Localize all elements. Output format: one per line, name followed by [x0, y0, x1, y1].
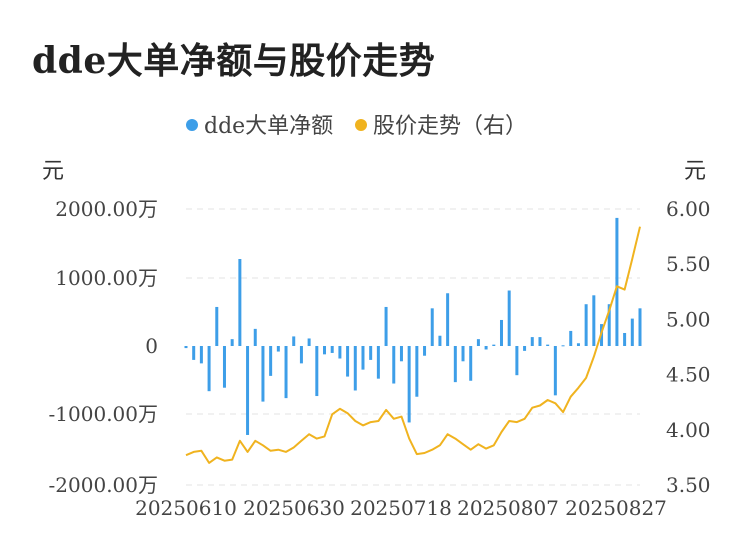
dde-bar: [469, 346, 473, 381]
dde-bar: [415, 346, 419, 397]
dde-bar: [230, 339, 234, 346]
left-axis-unit: 元: [42, 159, 64, 184]
dde-bar: [276, 346, 280, 352]
dde-bar: [523, 346, 527, 351]
chart-title: dde大单净额与股价走势: [32, 40, 436, 82]
x-tick-label: 20250807: [457, 496, 559, 520]
dde-bar: [561, 345, 565, 347]
legend-label-dde: dde大单净额: [204, 114, 333, 139]
dde-bar: [576, 343, 580, 346]
dde-bar: [546, 344, 550, 346]
dde-bar: [461, 346, 465, 362]
dde-bar: [323, 346, 327, 355]
dde-bar: [207, 346, 211, 392]
dde-bar: [453, 346, 457, 383]
dde-bar: [376, 346, 380, 379]
dde-bar: [284, 346, 288, 399]
right-axis-unit: 元: [684, 159, 706, 184]
dde-bar: [499, 319, 503, 346]
legend-label-price: 股价走势（右）: [373, 114, 527, 139]
right-tick-label: 4.50: [666, 363, 711, 387]
dde-bar: [184, 346, 188, 349]
dde-bar: [330, 346, 334, 353]
dde-bar: [392, 346, 396, 384]
dde-bar: [253, 328, 257, 346]
legend-marker-price: [355, 119, 367, 131]
dde-bar: [584, 304, 588, 346]
dde-bar: [407, 346, 411, 423]
dde-bar: [384, 306, 388, 346]
dde-bar: [553, 346, 557, 396]
left-tick-label: -2000.00万: [49, 473, 158, 497]
dde-bar: [607, 304, 611, 346]
dde-bar: [315, 346, 319, 397]
right-tick-label: 5.50: [666, 252, 711, 276]
x-tick-label: 20250630: [243, 496, 345, 520]
dde-bar: [269, 346, 273, 376]
dde-bar: [246, 346, 250, 435]
right-tick-label: 3.50: [666, 473, 711, 497]
dde-bar: [307, 338, 311, 346]
dde-bar: [569, 330, 573, 346]
dde-bar: [630, 318, 634, 346]
x-tick-label: 20250827: [565, 496, 667, 520]
dde-bar: [369, 346, 373, 360]
dde-bar: [261, 346, 265, 402]
left-tick-label: 1000.00万: [55, 266, 158, 290]
left-tick-label: 2000.00万: [55, 197, 158, 221]
dde-bar: [361, 346, 365, 370]
dde-bar: [515, 346, 519, 376]
dde-bar: [353, 346, 357, 391]
left-tick-label: 0: [145, 334, 158, 358]
dde-bar: [638, 308, 642, 346]
dde-bar: [446, 293, 450, 346]
legend-marker-dde: [186, 119, 198, 131]
dde-bar: [292, 336, 296, 346]
dde-bar: [199, 346, 203, 364]
dde-bar: [299, 346, 303, 364]
right-tick-label: 6.00: [666, 197, 711, 221]
dde-bar: [192, 346, 196, 360]
dde-bar: [484, 346, 488, 350]
dde-bar: [538, 337, 542, 346]
dde-bar: [222, 346, 226, 388]
dde-bar: [623, 332, 627, 346]
dde-bar: [530, 337, 534, 346]
x-tick-label: 20250718: [350, 496, 452, 520]
dde-bar: [338, 346, 342, 359]
x-tick-label: 20250610: [135, 496, 237, 520]
dde-bar: [438, 335, 442, 346]
dde-bar: [492, 344, 496, 346]
dde-bar: [615, 217, 619, 346]
right-tick-label: 4.00: [666, 418, 711, 442]
dde-bar: [592, 295, 596, 346]
left-tick-label: -1000.00万: [49, 402, 158, 426]
price-line: [185, 226, 641, 464]
dde-bar: [399, 346, 403, 362]
dde-bar: [238, 259, 242, 346]
dde-bar: [430, 308, 434, 346]
dde-bar: [423, 346, 427, 356]
dde-bar: [476, 339, 480, 346]
dde-bar: [215, 306, 219, 346]
dde-bar: [346, 346, 350, 377]
right-tick-label: 5.00: [666, 307, 711, 331]
dde-bar: [507, 290, 511, 346]
